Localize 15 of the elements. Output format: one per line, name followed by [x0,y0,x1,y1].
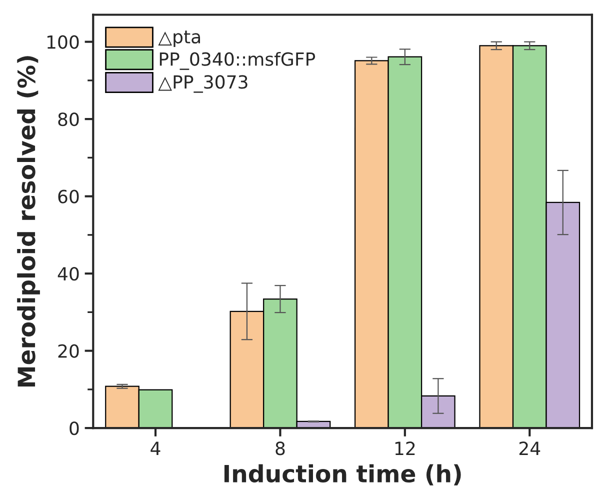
y-tick-label: 100 [47,35,79,49]
y-tick-label: 80 [58,112,79,126]
x-tick-label: 4 [150,442,160,455]
y-tick-label: 0 [70,422,79,436]
x-axis-title: Induction time (h) [224,464,461,486]
legend-label: △PP_3073 [158,75,248,93]
y-tick-label: 20 [58,344,79,358]
x-tick-label: 24 [519,442,540,455]
y-axis-title: Merodiploid resolved (%) [17,56,40,387]
legend-label: PP_0340::msfGFP [160,52,316,70]
y-tick-label: 40 [58,267,79,281]
y-tick-label: 60 [58,190,79,204]
x-tick-label: 12 [395,442,415,455]
x-tick-label: 8 [276,442,285,456]
legend-label: △pta [158,30,200,48]
